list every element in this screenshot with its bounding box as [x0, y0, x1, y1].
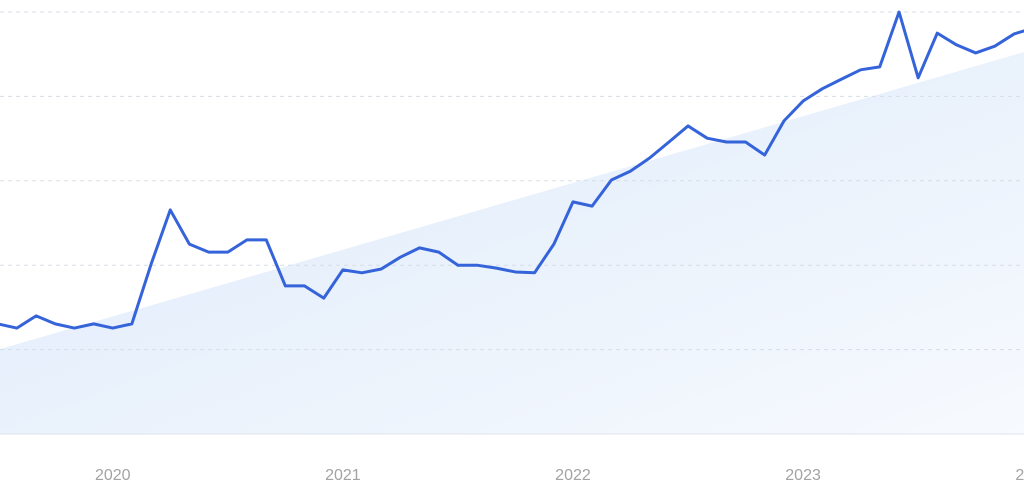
x-tick-label: 2022 [555, 467, 591, 484]
x-tick-label: 2021 [325, 467, 361, 484]
trend-area [0, 52, 1024, 435]
x-tick-label: 2024 [1015, 467, 1024, 484]
data-line [0, 10, 1024, 330]
x-tick-label: 2020 [95, 467, 131, 484]
x-tick-label: 2023 [785, 467, 821, 484]
